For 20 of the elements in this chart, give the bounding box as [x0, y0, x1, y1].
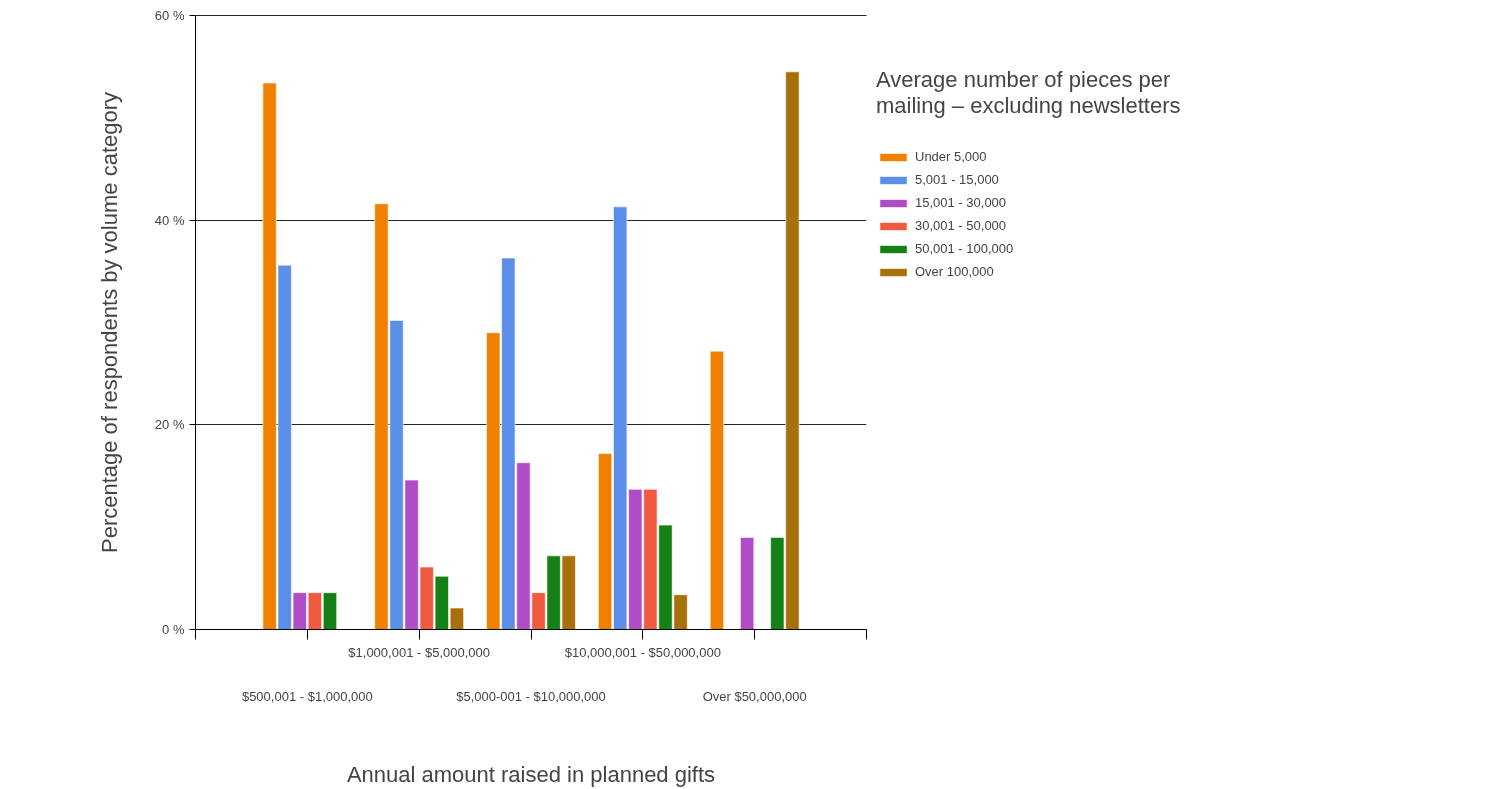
x-tick-label: $5,000-001 - $10,000,000: [456, 688, 606, 704]
x-tick-label: $10,000,001 - $50,000,000: [564, 644, 721, 660]
legend-label: 50,001 - 100,000: [915, 241, 1014, 256]
legend-label: 15,001 - 30,000: [915, 195, 1007, 210]
x-tick-label: $500,001 - $1,000,000: [241, 688, 373, 704]
bar: [709, 350, 724, 630]
legend-label: Over 100,000: [915, 264, 994, 279]
y-tick-label: 40 %: [154, 212, 185, 228]
y-tick-label: 60 %: [154, 8, 185, 23]
x-tick-label: $1,000,001 - $5,000,000: [348, 644, 491, 660]
x-axis-title: Annual amount raised in planned gifts: [346, 761, 716, 787]
y-tick-label: 20 %: [154, 417, 185, 433]
y-axis-title: Percentage of respondents by volume category: [96, 91, 122, 554]
legend-label: 5,001 - 15,000: [915, 172, 999, 187]
legend-label: 30,001 - 50,000: [915, 218, 1007, 233]
x-tick-label: Over $50,000,000: [702, 688, 807, 704]
y-tick-label: 0 %: [162, 622, 185, 637]
legend-title: Average number of pieces per mailing – excluding newsletters: [876, 67, 1181, 119]
bar: [740, 537, 755, 630]
legend-label: Under 5,000: [915, 149, 987, 164]
